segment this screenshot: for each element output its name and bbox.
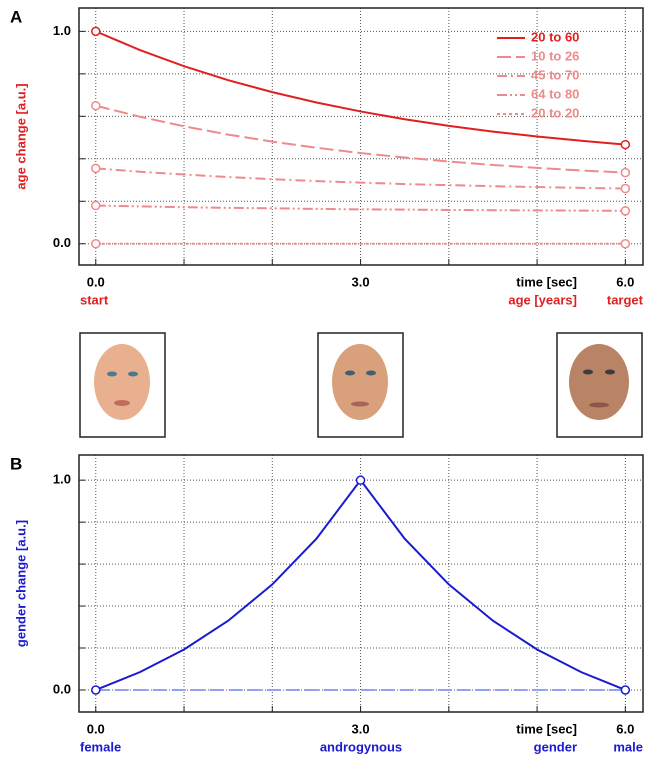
point-marker xyxy=(620,239,631,249)
series-line xyxy=(95,104,626,174)
y-axis-label: gender change [a.u.] xyxy=(13,520,28,647)
eye xyxy=(583,369,593,375)
panel: B 0.0 1.0 0.0 3.0 6.0 time [sec] gender change … xyxy=(10,454,644,754)
face-old xyxy=(569,344,629,420)
bottom-label: start xyxy=(80,292,109,307)
series-line xyxy=(95,204,626,212)
legend-label: 20 to 20 xyxy=(531,105,579,120)
eye xyxy=(605,369,615,375)
mouth xyxy=(351,401,369,407)
mouth xyxy=(114,400,130,406)
series-line xyxy=(95,30,626,146)
point-marker xyxy=(620,206,631,216)
point-marker xyxy=(91,685,101,695)
x-axis-label: time [sec] xyxy=(516,721,577,736)
point-marker xyxy=(355,475,366,485)
y-tick-label: 1.0 xyxy=(53,472,71,487)
point-marker xyxy=(620,167,631,178)
eye xyxy=(128,371,138,377)
x-axis-label: time [sec] xyxy=(516,274,577,289)
face-young xyxy=(94,344,150,420)
y-tick-label: 1.0 xyxy=(53,23,71,38)
x-tick-label: 6.0 xyxy=(616,274,634,289)
bottom-label: male xyxy=(613,739,643,754)
eye xyxy=(107,371,117,377)
bottom-label: androgynous xyxy=(320,739,402,754)
legend-label: 64 to 80 xyxy=(531,86,579,101)
point-marker xyxy=(620,183,631,194)
bottom-label: age [years] xyxy=(508,292,577,307)
series-line xyxy=(95,478,626,691)
face-frame xyxy=(556,332,643,438)
panel-letter: B xyxy=(10,454,22,473)
x-tick-label: 6.0 xyxy=(616,721,634,736)
point-marker xyxy=(91,163,101,174)
x-tick-label: 0.0 xyxy=(87,721,105,736)
point-marker xyxy=(620,139,631,150)
y-axis-label: age change [a.u.] xyxy=(13,83,28,189)
point-marker xyxy=(91,200,101,211)
face-panels xyxy=(79,332,643,438)
point-marker xyxy=(91,100,101,111)
legend-label: 10 to 26 xyxy=(531,48,579,63)
face-middle xyxy=(332,344,388,420)
legend-label: 20 to 60 xyxy=(531,29,579,44)
mouth xyxy=(589,402,609,408)
legend-label: 45 to 70 xyxy=(531,67,579,82)
y-tick-label: 0.0 xyxy=(53,235,71,250)
panel-letter: A xyxy=(10,7,22,26)
eye xyxy=(366,370,376,376)
point-marker xyxy=(91,239,101,249)
bottom-label: female xyxy=(80,739,121,754)
eye xyxy=(345,370,355,376)
series-line xyxy=(95,167,626,190)
panel: A 0.0 1.0 0.0 3.0 6.0 time [sec] age change [a.… xyxy=(10,7,644,307)
x-tick-label: 3.0 xyxy=(352,721,370,736)
x-tick-label: 3.0 xyxy=(352,274,370,289)
point-marker xyxy=(620,685,631,695)
plot-frame xyxy=(78,454,644,713)
point-marker xyxy=(91,26,101,37)
face-frame xyxy=(317,332,404,438)
x-tick-label: 0.0 xyxy=(87,274,105,289)
face-frame xyxy=(79,332,166,438)
plot-frame xyxy=(78,7,644,266)
bottom-label: target xyxy=(607,292,644,307)
bottom-label: gender xyxy=(534,739,577,754)
y-tick-label: 0.0 xyxy=(53,681,71,696)
